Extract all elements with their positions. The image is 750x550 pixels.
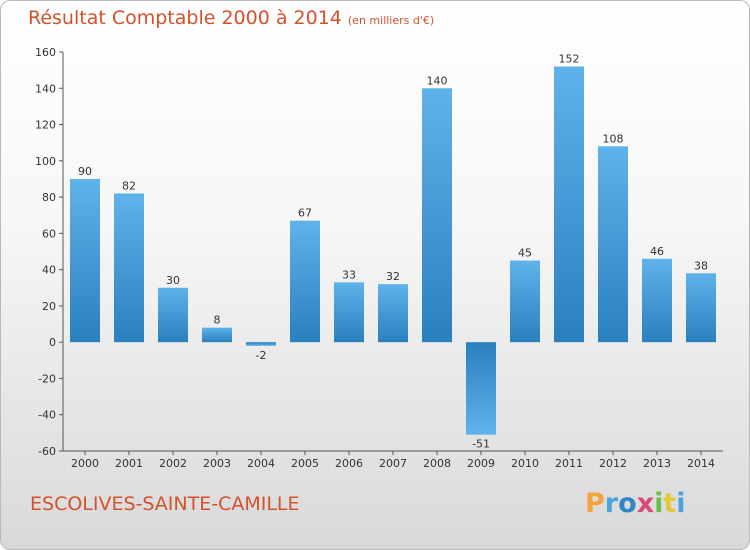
y-tick-label: 80 [42,191,56,204]
x-tick-label: 2002 [159,457,187,470]
logo-letter: t [663,488,677,519]
x-tick-label: 2001 [115,457,143,470]
proxiti-logo: Proxiti [585,488,686,519]
data-label-2002: 30 [166,274,180,287]
data-label-2004: -2 [256,349,267,362]
bar-2007 [378,284,408,343]
data-label-2005: 67 [298,207,312,220]
data-label-2006: 33 [342,268,356,281]
y-tick-label: 100 [35,155,56,168]
logo-letter: x [636,488,655,519]
y-tick-label: 0 [49,336,56,349]
data-label-2011: 152 [559,53,580,66]
data-label-2000: 90 [78,165,92,178]
y-tick-label: 60 [42,227,56,240]
logo-letter: i [676,488,686,519]
bar-2012 [598,146,628,343]
x-tick-label: 2010 [511,457,539,470]
data-label-2008: 140 [427,74,448,87]
bar-2013 [642,258,672,343]
data-label-2007: 32 [386,270,400,283]
y-tick-label: 40 [42,264,56,277]
y-tick-label: -60 [38,445,56,458]
commune-name: ESCOLIVES-SAINTE-CAMILLE [30,493,300,515]
bar-2000 [70,178,100,343]
x-tick-label: 2003 [203,457,231,470]
bar-2002 [158,287,188,343]
x-tick-label: 2005 [291,457,319,470]
data-label-2010: 45 [518,247,532,260]
bar-2009 [466,342,496,435]
bar-2004 [246,342,276,346]
x-tick-label: 2008 [423,457,451,470]
x-tick-label: 2007 [379,457,407,470]
chart-bars [70,66,716,435]
chart-title: Résultat Comptable 2000 à 2014 (en millie… [28,7,434,29]
data-label-2001: 82 [122,179,136,192]
bar-2008 [422,88,452,343]
x-tick-label: 2013 [643,457,671,470]
bar-2006 [334,282,364,343]
logo-letter: i [654,488,664,519]
y-tick-label: 160 [35,46,56,59]
data-label-2009: -51 [472,438,490,451]
bar-2014 [686,273,716,343]
logo-letter: o [618,488,637,519]
chart-axes: -60 -40 -20 0 20 40 60 80 100 120 140 160 2000 2001 20… [35,46,723,470]
logo-letter: P [585,488,605,519]
x-tick-label: 2012 [599,457,627,470]
bar-2010 [510,260,540,343]
y-tick-label: 120 [35,119,56,132]
x-tick-label: 2000 [71,457,99,470]
x-tick-label: 2009 [467,457,495,470]
logo-letter: r [604,488,619,519]
data-label-2012: 108 [603,132,624,145]
chart-data-labels: 90 82 30 8 -2 67 33 32 140 -51 45 152 108 46 38 [78,53,708,451]
data-label-2003: 8 [214,314,221,327]
y-tick-label: -40 [38,409,56,422]
chart-title-text: Résultat Comptable 2000 à 2014 [28,7,342,29]
x-tick-label: 2011 [555,457,583,470]
data-label-2013: 46 [650,245,664,258]
y-tick-label: 140 [35,82,56,95]
chart-unit: (en milliers d'€) [347,14,435,27]
data-label-2014: 38 [694,259,708,272]
x-tick-label: 2006 [335,457,363,470]
bar-2005 [290,220,320,343]
x-tick-label: 2004 [247,457,275,470]
bar-2011 [554,66,584,343]
y-tick-label: 20 [42,300,56,313]
bar-2003 [202,327,232,343]
bar-2001 [114,193,144,343]
y-tick-label: -20 [38,372,56,385]
x-tick-label: 2014 [687,457,715,470]
